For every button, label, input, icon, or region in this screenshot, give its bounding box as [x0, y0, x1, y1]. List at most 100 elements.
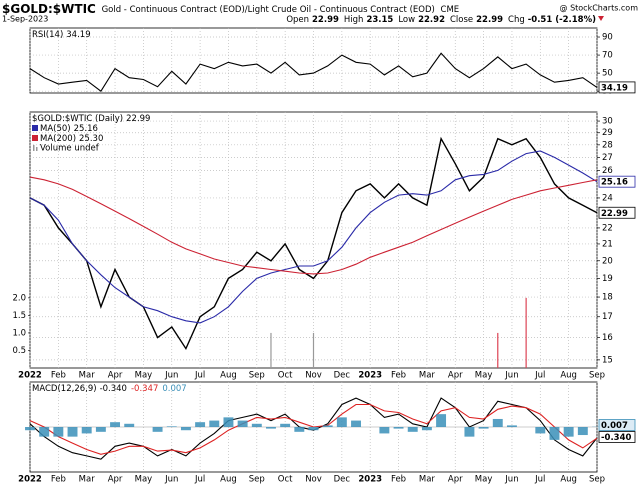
- volume-tick-label: 0.5: [12, 346, 26, 356]
- x-tick-label: Dec: [334, 475, 351, 485]
- histogram-bar: [549, 427, 560, 440]
- value-box: [598, 419, 636, 431]
- value-box-label: 34.19: [601, 83, 628, 93]
- histogram-bar: [237, 420, 248, 427]
- y-tick-label: 30: [602, 117, 613, 127]
- x-tick-label: Mar: [419, 371, 436, 381]
- x-tick-label: 2023: [358, 475, 382, 485]
- histogram-bar: [209, 420, 220, 427]
- y-tick-label: 90: [602, 33, 613, 43]
- value-box-label: 25.16: [601, 178, 628, 188]
- legend-value: 34.19: [66, 30, 90, 40]
- legend-value: 25.30: [79, 134, 103, 144]
- x-tick-label: Feb: [391, 371, 406, 381]
- x-tick-label: May: [135, 475, 153, 485]
- y-tick-label: 17: [602, 312, 613, 322]
- x-tick-label: Sep: [589, 475, 605, 485]
- x-tick-label: Apr: [448, 371, 463, 381]
- legend-name: RSI(14): [32, 30, 63, 40]
- legend-swatch: [32, 125, 38, 131]
- panel: [29, 111, 598, 369]
- quote-label: Open: [286, 15, 309, 25]
- legend-value: 22.99: [126, 114, 150, 124]
- x-tick-label: Jun: [504, 475, 518, 485]
- y-tick-label: 21: [602, 239, 613, 249]
- x-tick-label: Mar: [419, 475, 436, 485]
- histogram-bar: [351, 420, 361, 427]
- legend: MA(200) 25.30: [40, 134, 103, 144]
- volume-bar: [312, 332, 315, 368]
- y-tick-label: 20: [602, 256, 613, 266]
- x-tick-label: Aug: [220, 475, 237, 485]
- x-tick-label: Jul: [534, 371, 545, 381]
- legend: RSI(14) 34.19: [32, 30, 91, 40]
- legend-swatch: [32, 135, 38, 141]
- legend-name: MA(50): [40, 124, 71, 134]
- x-tick-label: Apr: [448, 475, 463, 485]
- histogram-bar: [322, 425, 333, 427]
- value-box-label: 22.99: [601, 209, 628, 219]
- x-tick-label: Feb: [51, 475, 66, 485]
- symbol: $GOLD:$WTIC: [2, 2, 96, 16]
- x-tick-label: Nov: [305, 371, 322, 381]
- x-tick-label: May: [135, 371, 153, 381]
- value-box-label: -0.340: [601, 433, 631, 443]
- legend-value: -0.340: [100, 384, 127, 394]
- source: @ StockCharts.com: [560, 4, 639, 13]
- value-box: [598, 175, 636, 188]
- quote-label: Close: [450, 15, 473, 25]
- x-tick-label: Sep: [589, 371, 605, 381]
- legend-swatch: [36, 147, 38, 151]
- histogram-bar: [492, 418, 503, 427]
- x-tick-label: Oct: [278, 475, 293, 485]
- x-tick-label: 2023: [358, 371, 382, 381]
- x-tick-label: Aug: [560, 475, 577, 485]
- x-tick-label: May: [475, 475, 493, 485]
- histogram-bar: [110, 422, 121, 427]
- histogram-bar: [577, 427, 588, 436]
- histogram-bar: [25, 427, 35, 431]
- volume-tick-label: 1.5: [12, 311, 26, 321]
- histogram-bar: [180, 427, 191, 431]
- histogram-bar: [336, 417, 347, 427]
- x-tick-label: Nov: [305, 475, 322, 485]
- quote: Open 22.99 High 23.15 Low 22.92 Close 22.99 Chg -…: [286, 15, 596, 25]
- x-tick-label: Jul: [194, 371, 205, 381]
- histogram-bar: [95, 427, 106, 432]
- y-tick-label: 22: [602, 223, 613, 233]
- x-tick-label: Jun: [164, 475, 178, 485]
- legend-value: 0.007: [162, 384, 186, 394]
- series-line: [29, 150, 598, 324]
- legend-name: $GOLD:$WTIC (Daily): [32, 114, 123, 124]
- legend: $GOLD:$WTIC (Daily) 22.99: [32, 114, 150, 124]
- x-tick-label: Oct: [278, 371, 293, 381]
- value-box-label: 0.007: [601, 421, 628, 431]
- quote-value: 22.92: [418, 15, 445, 25]
- quote-value: 22.99: [476, 15, 503, 25]
- histogram-bar: [124, 423, 135, 427]
- x-tick-label: Jul: [534, 475, 545, 485]
- histogram-bar: [53, 427, 64, 437]
- histogram-bar: [407, 427, 418, 432]
- quote-label: Low: [398, 15, 415, 25]
- histogram-bar: [152, 427, 163, 432]
- down-arrow: [598, 16, 604, 21]
- legend-name: MA(200): [40, 134, 76, 144]
- histogram-bar: [280, 423, 291, 427]
- series-line: [29, 176, 598, 275]
- histogram-bar: [379, 427, 390, 434]
- legend-value: 25.16: [74, 124, 98, 134]
- value-box: [598, 81, 636, 94]
- y-tick-label: 16: [602, 333, 613, 343]
- histogram-bar: [166, 426, 177, 427]
- x-tick-label: Apr: [108, 371, 123, 381]
- legend: Volume undef: [40, 144, 100, 154]
- legend: MACD(12,26,9) -0.340 -0.347 0.007: [32, 384, 187, 394]
- histogram-bar: [563, 427, 574, 437]
- histogram-bar: [266, 427, 276, 429]
- histogram-bar: [393, 427, 404, 429]
- x-tick-label: May: [475, 371, 493, 381]
- volume-tick-label: 1.0: [12, 328, 26, 338]
- histogram-bar: [421, 427, 432, 431]
